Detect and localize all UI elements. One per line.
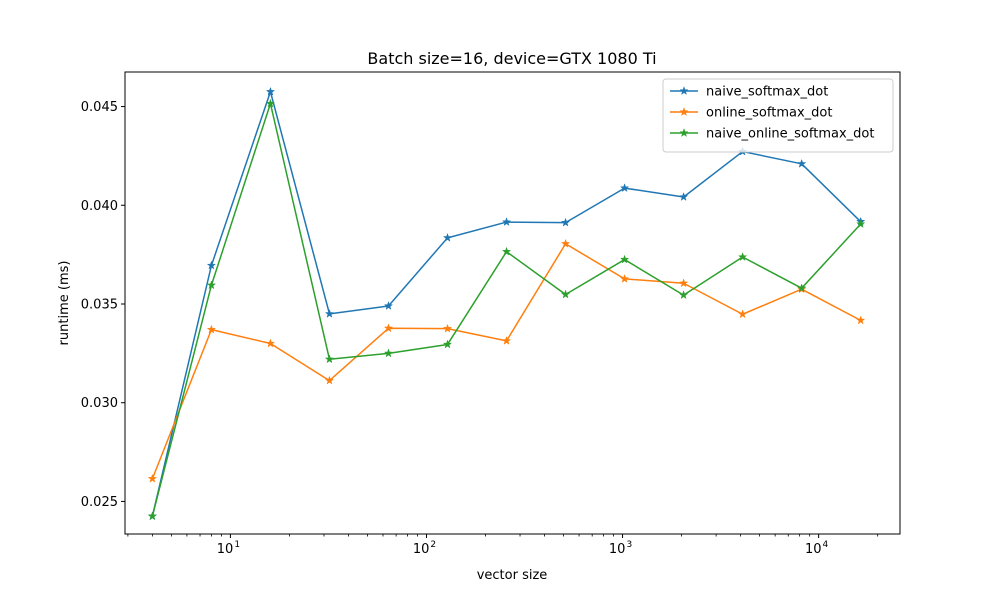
data-point	[619, 254, 630, 264]
legend-marker	[679, 128, 689, 138]
data-point	[619, 183, 630, 193]
legend-marker	[679, 107, 689, 117]
data-point	[737, 252, 748, 262]
data-point	[855, 219, 866, 229]
data-point	[442, 339, 453, 349]
x-axis-title: vector size	[477, 568, 548, 583]
legend-label: naive_online_softmax_dot	[706, 127, 874, 142]
x-axis: 101 102 103 104	[127, 534, 879, 557]
x-tick-label: 101	[217, 540, 240, 557]
legend-item: naive_softmax_dot	[670, 85, 828, 100]
series-line	[151, 243, 862, 479]
data-point	[147, 473, 158, 483]
chart-title: Batch size=16, device=GTX 1080 Ti	[367, 49, 656, 68]
data-point	[678, 290, 689, 300]
legend-label: online_softmax_dot	[706, 106, 832, 121]
data-point	[737, 309, 748, 319]
data-point	[560, 217, 571, 227]
y-tick-label: 0.040	[81, 199, 118, 214]
data-point	[383, 323, 394, 333]
data-point	[206, 280, 217, 290]
data-point	[619, 273, 630, 283]
data-point	[501, 246, 512, 256]
data-point	[855, 315, 866, 325]
plot-frame	[124, 71, 901, 535]
data-point	[265, 98, 276, 108]
data-point	[501, 217, 512, 227]
x-tick-exponent: 3	[626, 540, 632, 550]
data-point	[442, 323, 453, 333]
data-point	[442, 232, 453, 242]
y-tick-label: 0.035	[81, 297, 118, 312]
legend-item: naive_online_softmax_dot	[670, 127, 874, 142]
data-point	[265, 86, 276, 96]
y-axis-title: runtime (ms)	[57, 261, 72, 346]
y-axis: 0.025 0.030 0.035 0.040 0.045	[81, 100, 125, 510]
data-point	[206, 324, 217, 334]
data-point	[324, 375, 335, 385]
data-point	[560, 238, 571, 248]
legend-marker	[679, 86, 689, 96]
x-tick-exponent: 2	[430, 540, 436, 550]
data-point	[560, 289, 571, 299]
data-point	[796, 283, 807, 293]
legend-item: online_softmax_dot	[670, 106, 832, 121]
y-tick-label: 0.030	[81, 396, 118, 411]
x-tick-label: 103	[609, 540, 632, 557]
data-point	[324, 308, 335, 318]
series-line	[151, 90, 862, 517]
data-point	[383, 348, 394, 358]
x-tick-exponent: 1	[234, 540, 240, 550]
data-point	[265, 338, 276, 348]
y-tick-label: 0.045	[81, 100, 118, 115]
x-tick-label: 104	[805, 540, 829, 557]
data-point	[147, 511, 158, 521]
data-point	[678, 192, 689, 201]
legend-label: naive_softmax_dot	[706, 85, 828, 100]
x-tick-exponent: 4	[823, 540, 829, 550]
data-point	[501, 335, 512, 345]
y-tick-label: 0.025	[81, 495, 118, 510]
x-tick-label: 102	[413, 540, 436, 557]
data-point	[678, 278, 689, 288]
data-point	[383, 301, 394, 310]
data-point	[324, 354, 335, 364]
legend: naive_softmax_dot online_softmax_dotnaive…	[662, 78, 894, 153]
data-point	[796, 158, 807, 168]
data-point	[206, 260, 217, 270]
series-online_softmax_dot	[147, 238, 866, 483]
legend-frame	[662, 78, 894, 153]
series-naive_online_softmax_dot	[147, 98, 866, 521]
